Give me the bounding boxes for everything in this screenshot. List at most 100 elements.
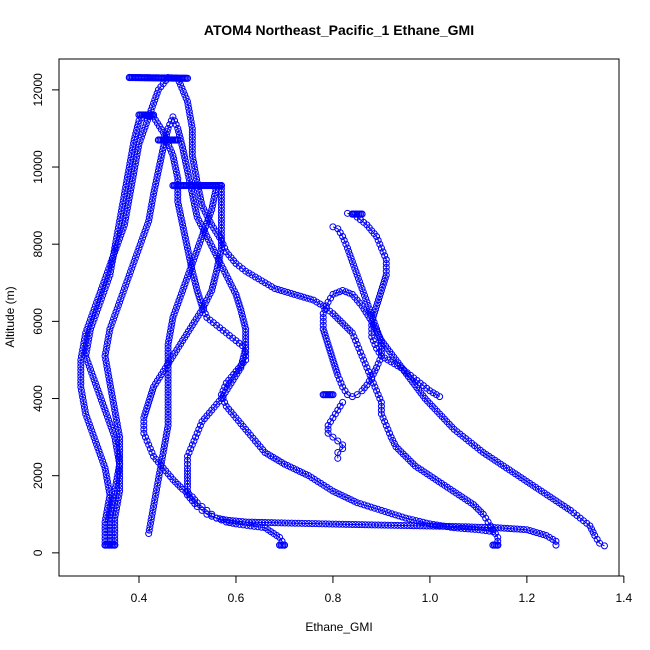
data-point: [376, 290, 384, 298]
data-point: [274, 286, 282, 294]
data-point: [83, 345, 91, 353]
data-point: [114, 453, 122, 461]
data-point: [151, 183, 159, 191]
data-point: [117, 207, 125, 215]
data-point: [242, 344, 250, 352]
x-tick-label: 0.6: [228, 591, 245, 605]
data-point: [324, 341, 332, 349]
data-point: [106, 325, 114, 333]
data-point: [164, 405, 172, 413]
data-point: [123, 177, 131, 185]
data-point: [118, 291, 126, 299]
data-point: [114, 423, 122, 431]
data-point: [164, 408, 172, 416]
data-point: [150, 499, 158, 507]
data-point: [336, 317, 344, 325]
data-point: [99, 457, 107, 465]
data-point: [131, 133, 139, 141]
data-point: [127, 268, 135, 276]
data-point: [105, 274, 113, 282]
data-point: [155, 164, 163, 172]
data-point: [112, 237, 120, 245]
data-point: [90, 315, 98, 323]
data-point: [342, 240, 350, 248]
data-point: [94, 305, 102, 313]
data-point: [85, 362, 93, 370]
data-point: [174, 198, 182, 206]
data-point: [355, 344, 363, 352]
y-tick-label: 2000: [31, 462, 45, 489]
data-point: [454, 524, 462, 532]
data-point: [135, 140, 143, 148]
data-point: [182, 160, 190, 168]
data-point: [345, 289, 353, 297]
data-point: [77, 386, 85, 394]
data-point: [148, 509, 156, 517]
data-point: [104, 369, 112, 377]
data-point: [274, 519, 282, 527]
data-point: [113, 231, 121, 239]
data-point: [101, 531, 109, 539]
data-point: [494, 533, 502, 541]
data-point: [127, 156, 135, 164]
data-point: [137, 237, 145, 245]
data-point: [377, 402, 385, 410]
data-point: [167, 324, 175, 332]
data-point: [389, 436, 397, 444]
data-point: [93, 440, 101, 448]
data-point: [106, 514, 114, 522]
data-point: [171, 117, 179, 125]
data-point: [188, 151, 196, 159]
data-point: [222, 271, 230, 279]
data-point: [111, 409, 119, 417]
data-point: [106, 379, 114, 387]
data-point: [161, 438, 169, 446]
data-point: [189, 193, 197, 201]
data-point: [95, 447, 103, 455]
data-point: [192, 207, 200, 215]
data-point: [143, 405, 151, 413]
y-axis-label: Altitude (m): [3, 286, 17, 347]
data-point: [101, 406, 109, 414]
data-point: [193, 286, 201, 294]
data-point: [183, 241, 191, 249]
data-point: [126, 191, 134, 199]
data-point: [318, 520, 326, 528]
data-point: [185, 449, 193, 457]
data-point: [382, 256, 390, 264]
data-point: [96, 298, 104, 306]
data-point: [179, 221, 187, 229]
data-point: [237, 306, 245, 314]
data-point: [108, 393, 116, 401]
data-point: [111, 534, 119, 542]
data-point: [148, 449, 156, 457]
data-point: [206, 239, 214, 247]
data-point: [113, 416, 121, 424]
data-point: [217, 195, 225, 203]
data-point: [331, 312, 339, 320]
data-point: [125, 166, 133, 174]
data-point: [221, 383, 229, 391]
data-point: [381, 274, 389, 282]
data-point: [134, 147, 142, 155]
data-point: [122, 183, 130, 191]
data-point: [588, 525, 596, 533]
data-point: [235, 300, 243, 308]
data-point: [104, 335, 112, 343]
dense-point-run: [125, 73, 192, 82]
data-point: [148, 103, 156, 111]
data-point: [347, 254, 355, 262]
data-point: [287, 289, 295, 297]
data-point: [120, 221, 128, 229]
data-point: [132, 130, 140, 138]
data-point: [113, 420, 121, 428]
data-point: [217, 224, 225, 232]
data-point: [204, 236, 212, 244]
data-point: [271, 285, 279, 293]
data-point: [470, 501, 478, 509]
data-point: [102, 409, 110, 417]
data-point: [164, 401, 172, 409]
data-point: [384, 509, 392, 517]
data-point: [174, 124, 182, 132]
data-point: [196, 192, 204, 200]
